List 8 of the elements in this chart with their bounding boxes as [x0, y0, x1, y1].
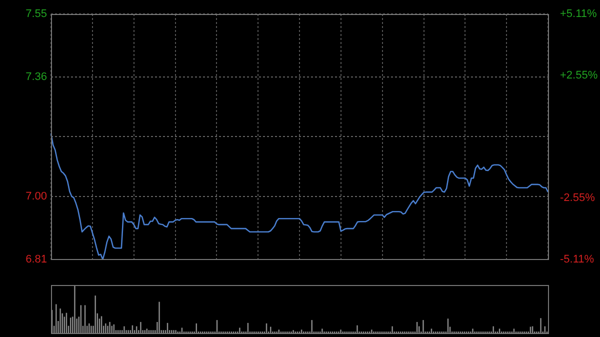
y-tick-label: 7.36 — [26, 71, 47, 84]
y2-tick-label: -2.55% — [560, 192, 596, 204]
y2-tick-label: -5.11% — [560, 253, 594, 266]
y2-tick-label: +2.55% — [560, 70, 598, 82]
y-tick-label: 6.81 — [26, 253, 47, 266]
y-tick-label: 7.55 — [26, 8, 47, 20]
y2-tick-label: +5.11% — [560, 8, 598, 20]
y-tick-label: 7.00 — [26, 190, 47, 202]
